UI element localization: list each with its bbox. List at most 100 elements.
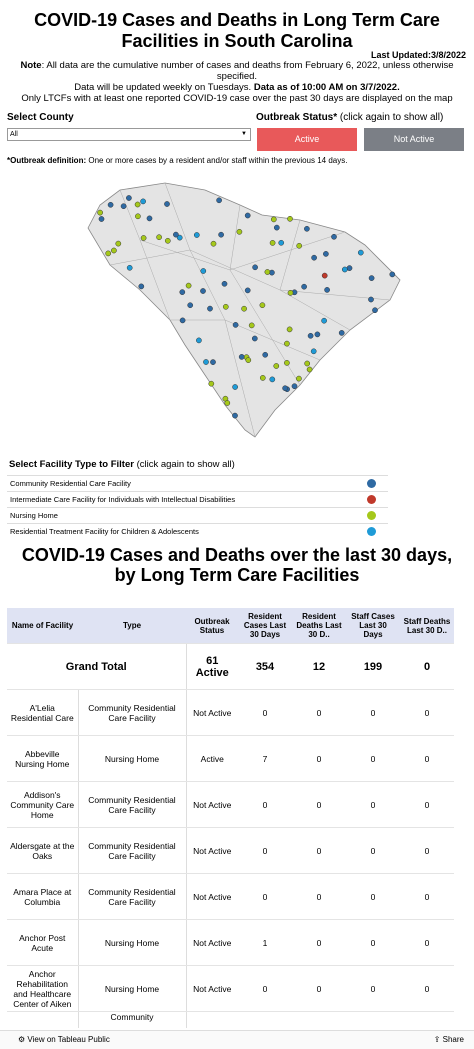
table-title-line: COVID-19 Cases and Deaths over the last … [21, 545, 453, 565]
facility-dot [278, 239, 285, 246]
facility-dot [368, 296, 374, 303]
facility-dot [252, 264, 258, 271]
column-header: Staff Deaths Last 30 D.. [400, 608, 454, 644]
facility-row: Anchor Post Acute Nursing Home Not Active 1… [7, 919, 454, 966]
facility-dot [179, 317, 186, 324]
county-dropdown[interactable]: All ▼ [7, 128, 251, 141]
outbreak-hint: (click again to show all) [339, 112, 444, 123]
count-cell: 0 [292, 735, 346, 782]
facility-type: Nursing Home [78, 919, 187, 966]
facility-type-item[interactable]: Nursing Home [7, 507, 388, 523]
data-as-of: Data as of 10:00 AM on 3/7/2022. [253, 82, 400, 93]
facility-name: Anchor Post Acute [7, 919, 79, 966]
share-text: Share [442, 1035, 464, 1044]
share-button[interactable]: ⇪ Share [433, 1035, 464, 1044]
outbreak-status: Not Active [186, 781, 238, 828]
facility-dot [389, 271, 396, 278]
facility-type-item[interactable]: Community Residential Care Facility [7, 475, 388, 491]
outbreak-status [186, 1011, 238, 1028]
legend-dot [367, 527, 376, 536]
facility-dot [346, 265, 353, 271]
count-cell [292, 1011, 346, 1028]
count-cell: 0 [400, 827, 454, 874]
facility-type: Community Residential Care Facility [78, 827, 187, 874]
count-cell: 0 [346, 965, 400, 1012]
facility-name: Aldersgate at the Oaks [7, 827, 79, 874]
grand-total-value: 0 [400, 643, 454, 690]
outbreak-status: Not Active [186, 873, 238, 920]
facility-dot [259, 375, 266, 381]
count-cell: 0 [292, 689, 346, 736]
outbreak-label: Outbreak Status* [256, 112, 338, 123]
facility-dot [321, 317, 327, 324]
facility-type-item[interactable]: Intermediate Care Facility for Individua… [7, 491, 388, 507]
facility-dot [282, 385, 288, 392]
view-link[interactable]: ⚙ View on Tableau Public [18, 1035, 110, 1044]
map [87, 182, 401, 438]
header-row: Name of Facility Type Outbreak Status Resid… [7, 608, 454, 644]
facility-dot [203, 359, 209, 365]
count-cell: 0 [346, 873, 400, 920]
facility-dot [273, 224, 280, 231]
facility-dot [304, 360, 311, 367]
facility-dot [105, 250, 112, 257]
facility-dot [251, 335, 258, 342]
legend-dot [367, 479, 376, 488]
facility-type-name: Intermediate Care Facility for Individua… [10, 495, 236, 504]
facility-dot [368, 275, 375, 281]
facility-type: Community Residential Care Facility [78, 689, 187, 736]
facility-dot [185, 282, 192, 289]
column-header: Resident Cases Last 30 Days [238, 608, 292, 644]
facility-type-item[interactable]: Residential Treatment Facility for Child… [7, 523, 388, 539]
facility-dot [284, 340, 290, 347]
facility-dot [338, 330, 345, 336]
count-cell: 0 [238, 689, 292, 736]
facility-dot [193, 232, 200, 238]
facility-dot [111, 247, 117, 254]
count-cell: 0 [346, 735, 400, 782]
facility-dot [291, 383, 298, 390]
facility-dot [208, 380, 215, 387]
facility-dot [187, 302, 194, 309]
facility-dot [115, 240, 122, 247]
notes: Note: All data are the cumulative number… [6, 60, 468, 104]
facility-filter-label: Select Facility Type to Filter [9, 459, 134, 470]
grand-total-value: 12 [292, 643, 346, 690]
facility-dot [216, 197, 222, 204]
facility-dot [270, 216, 277, 223]
active-button[interactable]: Active [257, 128, 357, 151]
column-header[interactable]: Name of Facility [7, 608, 78, 644]
facility-dot [156, 234, 162, 241]
facility-dot [244, 287, 251, 294]
facility-dot [273, 363, 280, 369]
count-cell: 0 [346, 827, 400, 874]
facility-dot [287, 215, 293, 222]
not-active-button[interactable]: Not Active [364, 128, 464, 151]
facility-dot [284, 360, 290, 366]
facility-dot [287, 289, 294, 296]
column-header: Staff Cases Last 30 Days [346, 608, 400, 644]
facility-dot [245, 357, 252, 363]
facility-dot [179, 289, 186, 295]
facility-type: Community [78, 1011, 187, 1028]
facility-filter-hint: (click again to show all) [136, 459, 235, 470]
facility-dot [357, 249, 364, 256]
facility-dot [323, 251, 329, 257]
facility-dot [269, 376, 276, 383]
grand-total-status: 61 Active [186, 643, 238, 690]
count-cell: 0 [400, 689, 454, 736]
facility-dot [196, 337, 202, 344]
facility-dot [241, 305, 247, 312]
view-text: View on Tableau Public [27, 1035, 110, 1044]
definition: *Outbreak definition: One or more cases … [7, 156, 347, 165]
definition-text: One or more cases by a resident and/or s… [88, 156, 348, 165]
county-label: Select County [7, 112, 74, 123]
facility-dot [248, 322, 255, 329]
facility-name: Amara Place at Columbia [7, 873, 79, 920]
facility-dot [244, 212, 251, 219]
facility-row: Abbeville Nursing Home Nursing Home Active… [7, 735, 454, 782]
facility-dot [372, 307, 378, 314]
facility-dot [164, 237, 171, 244]
facility-type: Nursing Home [78, 735, 187, 782]
facility-dot [296, 375, 302, 382]
